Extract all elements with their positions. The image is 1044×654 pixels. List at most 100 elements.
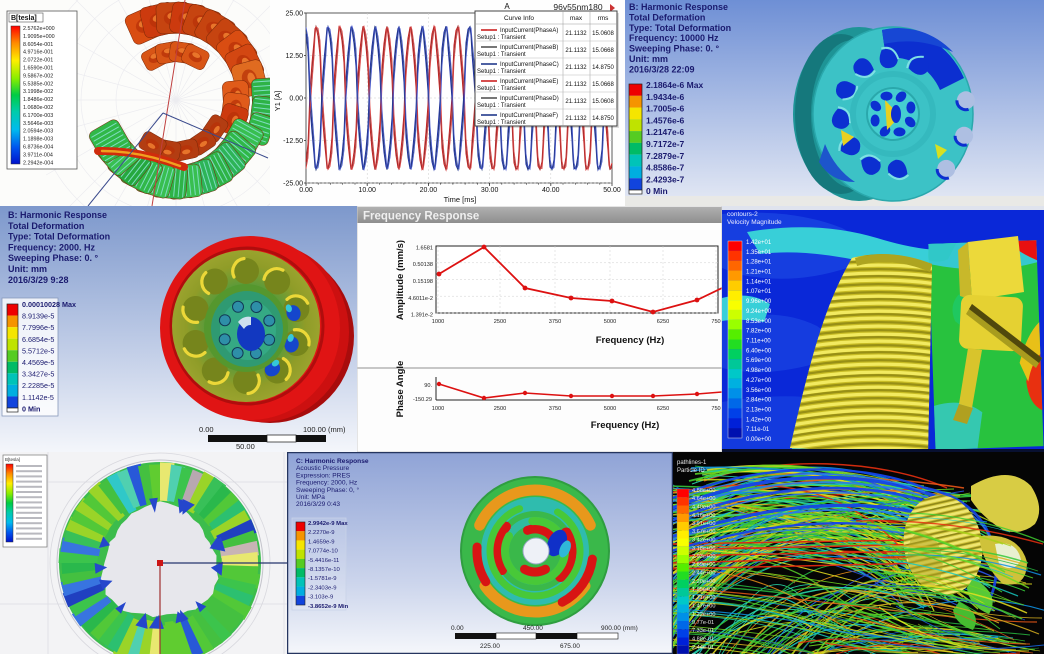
svg-text:90.: 90.: [424, 383, 432, 389]
svg-text:15.0608: 15.0608: [592, 99, 614, 105]
svg-text:0.00e+00: 0.00e+00: [746, 437, 772, 443]
svg-text:750: 750: [711, 406, 720, 412]
svg-text:InputCurrent(PhaseC): InputCurrent(PhaseC): [500, 62, 559, 68]
svg-text:0.15198: 0.15198: [413, 279, 433, 285]
svg-text:5.69e+00: 5.69e+00: [746, 358, 772, 364]
svg-text:1.07e+01: 1.07e+01: [746, 289, 772, 295]
svg-text:3.1998e-002: 3.1998e-002: [23, 89, 53, 95]
svg-text:Frequency Response: Frequency Response: [363, 211, 479, 223]
svg-text:B: Harmonic Response: B: Harmonic Response: [8, 210, 107, 220]
svg-text:0.50138: 0.50138: [413, 262, 433, 268]
svg-text:21.1132: 21.1132: [565, 48, 587, 54]
svg-text:14.8750: 14.8750: [592, 65, 614, 71]
svg-text:50.00: 50.00: [603, 187, 621, 194]
svg-text:max: max: [570, 15, 583, 22]
svg-text:4.9716e-001: 4.9716e-001: [23, 50, 53, 56]
svg-text:2016/3/29 0:43: 2016/3/29 0:43: [296, 501, 340, 508]
svg-text:2016/3/28 22:09: 2016/3/28 22:09: [629, 64, 695, 74]
svg-text:2500: 2500: [494, 406, 506, 412]
svg-text:1.35e+01: 1.35e+01: [746, 250, 772, 256]
svg-text:12.50: 12.50: [285, 53, 303, 60]
svg-text:Setup1 : Transient: Setup1 : Transient: [477, 120, 526, 126]
svg-text:A: A: [504, 2, 510, 11]
svg-text:-8.1357e-10: -8.1357e-10: [308, 567, 340, 573]
svg-text:21.1132: 21.1132: [565, 31, 587, 37]
svg-text:Sweeping Phase: 0. °: Sweeping Phase: 0. °: [8, 253, 99, 263]
svg-text:6.6854e-5: 6.6854e-5: [22, 335, 54, 344]
svg-text:-150.29: -150.29: [413, 397, 432, 403]
svg-text:2.2270e-9: 2.2270e-9: [308, 530, 335, 536]
svg-text:1.71e+00: 1.71e+00: [692, 595, 716, 601]
svg-text:4.98e+00: 4.98e+00: [746, 368, 772, 374]
svg-text:20.00: 20.00: [420, 187, 438, 194]
svg-text:B[tesla]: B[tesla]: [11, 15, 37, 22]
svg-text:5000: 5000: [604, 319, 616, 325]
svg-text:1.4576e-6: 1.4576e-6: [646, 115, 685, 125]
svg-text:1.4659e-9: 1.4659e-9: [308, 539, 335, 545]
svg-text:4.27e+00: 4.27e+00: [746, 378, 772, 384]
svg-text:1.95e+00: 1.95e+00: [692, 587, 716, 593]
svg-text:1000: 1000: [432, 319, 444, 325]
svg-text:Frequency: 10000 Hz: Frequency: 10000 Hz: [629, 33, 719, 43]
svg-text:9.7172e-7: 9.7172e-7: [646, 139, 685, 149]
svg-text:1.14e+01: 1.14e+01: [746, 279, 772, 285]
svg-text:Setup1 : Transient: Setup1 : Transient: [477, 103, 526, 109]
svg-text:4.16e+00: 4.16e+00: [692, 513, 716, 519]
svg-text:100.00 (mm): 100.00 (mm): [303, 425, 346, 434]
svg-text:2.93e+00: 2.93e+00: [692, 554, 716, 560]
svg-text:1.6590e-001: 1.6590e-001: [23, 66, 53, 72]
svg-text:2.84e+00: 2.84e+00: [746, 398, 772, 404]
svg-text:4.64e+00: 4.64e+00: [692, 496, 716, 502]
svg-text:2016/3/29 9:28: 2016/3/29 9:28: [8, 275, 69, 285]
svg-text:-1.5781e-9: -1.5781e-9: [308, 576, 337, 582]
svg-text:8.9139e-5: 8.9139e-5: [22, 312, 54, 321]
svg-text:25.00: 25.00: [285, 11, 303, 18]
svg-text:1.6581: 1.6581: [416, 246, 433, 252]
svg-text:21.1132: 21.1132: [565, 99, 587, 105]
svg-text:-2.3403e-9: -2.3403e-9: [308, 585, 337, 591]
svg-text:6.8736e-004: 6.8736e-004: [23, 145, 53, 151]
svg-text:6.1700e-003: 6.1700e-003: [23, 113, 53, 119]
svg-text:8.53e+00: 8.53e+00: [746, 319, 772, 325]
svg-text:40.00: 40.00: [542, 187, 560, 194]
svg-text:pathlines-1: pathlines-1: [677, 460, 707, 466]
svg-text:3.9711e-004: 3.9711e-004: [23, 152, 53, 158]
svg-text:-12.50: -12.50: [283, 138, 303, 145]
svg-text:1.9434e-6: 1.9434e-6: [646, 92, 685, 102]
svg-text:Sweeping Phase: 0, °: Sweeping Phase: 0, °: [296, 486, 359, 494]
svg-text:2.0722e-001: 2.0722e-001: [23, 58, 53, 64]
svg-text:15.0668: 15.0668: [592, 82, 614, 88]
svg-text:450.00: 450.00: [523, 625, 543, 632]
svg-text:-5.4416e-11: -5.4416e-11: [308, 558, 339, 564]
svg-text:2.2285e-5: 2.2285e-5: [22, 381, 54, 390]
svg-text:B[tesla]: B[tesla]: [5, 457, 20, 462]
svg-text:1.47e+00: 1.47e+00: [692, 604, 716, 610]
svg-text:3750: 3750: [549, 406, 561, 412]
svg-text:21.1132: 21.1132: [565, 116, 587, 122]
svg-text:0 Min: 0 Min: [22, 404, 40, 413]
svg-text:15.0668: 15.0668: [592, 48, 614, 54]
svg-text:6.40e+00: 6.40e+00: [746, 348, 772, 354]
svg-text:50.00: 50.00: [236, 442, 255, 451]
svg-text:7.7996e-5: 7.7996e-5: [22, 323, 54, 332]
svg-text:Frequency: 2000, Hz: Frequency: 2000, Hz: [296, 480, 357, 487]
svg-text:C: Harmonic Response: C: Harmonic Response: [296, 458, 369, 465]
svg-text:1.28e+01: 1.28e+01: [746, 260, 772, 266]
svg-text:Expression: PRES: Expression: PRES: [296, 472, 351, 479]
svg-text:21.1132: 21.1132: [565, 82, 587, 88]
svg-text:8.6054e-001: 8.6054e-001: [23, 42, 53, 48]
svg-text:Acoustic Pressure: Acoustic Pressure: [296, 465, 349, 472]
svg-text:1.22e+00: 1.22e+00: [692, 612, 716, 618]
svg-text:225.00: 225.00: [480, 643, 500, 650]
svg-text:10.00: 10.00: [358, 187, 376, 194]
svg-text:2500: 2500: [494, 319, 506, 325]
svg-text:2.2942e-004: 2.2942e-004: [23, 160, 53, 166]
svg-text:2.69e+00: 2.69e+00: [692, 562, 716, 568]
svg-text:7.2879e-7: 7.2879e-7: [646, 151, 685, 161]
svg-text:Y1 [A]: Y1 [A]: [273, 91, 282, 111]
svg-text:2.1864e-6 Max: 2.1864e-6 Max: [646, 80, 703, 90]
svg-text:-3.8652e-9 Min: -3.8652e-9 Min: [308, 604, 349, 610]
svg-text:2.44e+00: 2.44e+00: [692, 571, 716, 577]
svg-text:Total Deformation: Total Deformation: [8, 221, 84, 231]
svg-text:0.00010028 Max: 0.00010028 Max: [22, 300, 76, 309]
